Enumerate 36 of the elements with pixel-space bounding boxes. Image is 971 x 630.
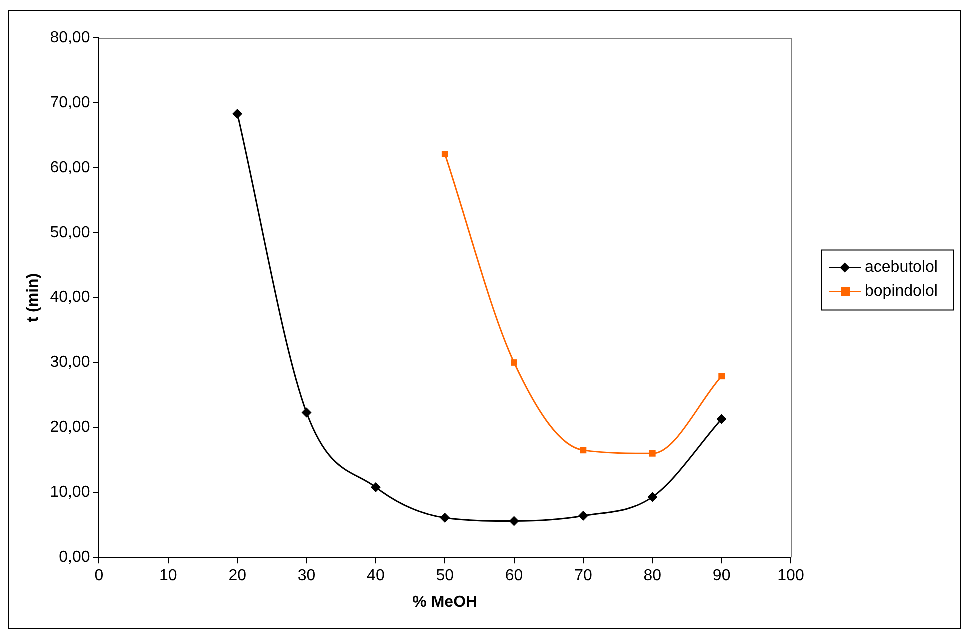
point [440,512,450,523]
x-tick-label: 40 [367,568,385,585]
y-tick-label: 70,00 [50,94,90,112]
point [232,108,243,119]
y-tick-label: 60,00 [50,159,90,176]
x-axis-title: % MeOH [412,594,478,611]
point [442,151,448,158]
x-tick-label: 80 [644,568,662,585]
point [648,492,658,502]
x-tick-label: 50 [436,568,454,585]
y-tick-label: 50,00 [50,224,90,242]
x-tick-label: 0 [94,568,104,585]
point [302,408,312,418]
x-tick-label: 100 [778,568,804,585]
legend-label: bopindolol [865,283,938,300]
y-tick-label: 20,00 [50,419,90,436]
point [370,482,381,492]
x-tick-label: 60 [505,568,524,585]
y-tick-label: 10,00 [50,484,90,502]
point [578,511,588,522]
x-tick-label: 30 [298,568,316,585]
y-tick-label: 0,00 [59,549,90,566]
point [716,414,727,424]
point [509,516,520,526]
point [649,450,656,457]
x-tick-label: 10 [160,568,178,585]
point [511,360,518,366]
point [718,373,726,380]
x-tick-label: 70 [574,568,592,585]
y-tick-label: 40,00 [50,289,90,306]
y-tick-label: 30,00 [50,354,90,372]
y-tick-label: 80,00 [50,29,90,46]
y-axis-title: t (min) [25,273,42,322]
x-tick-label: 90 [712,568,731,585]
x-tick-label: 20 [228,568,247,585]
legend-label: acebutolol [865,259,938,276]
